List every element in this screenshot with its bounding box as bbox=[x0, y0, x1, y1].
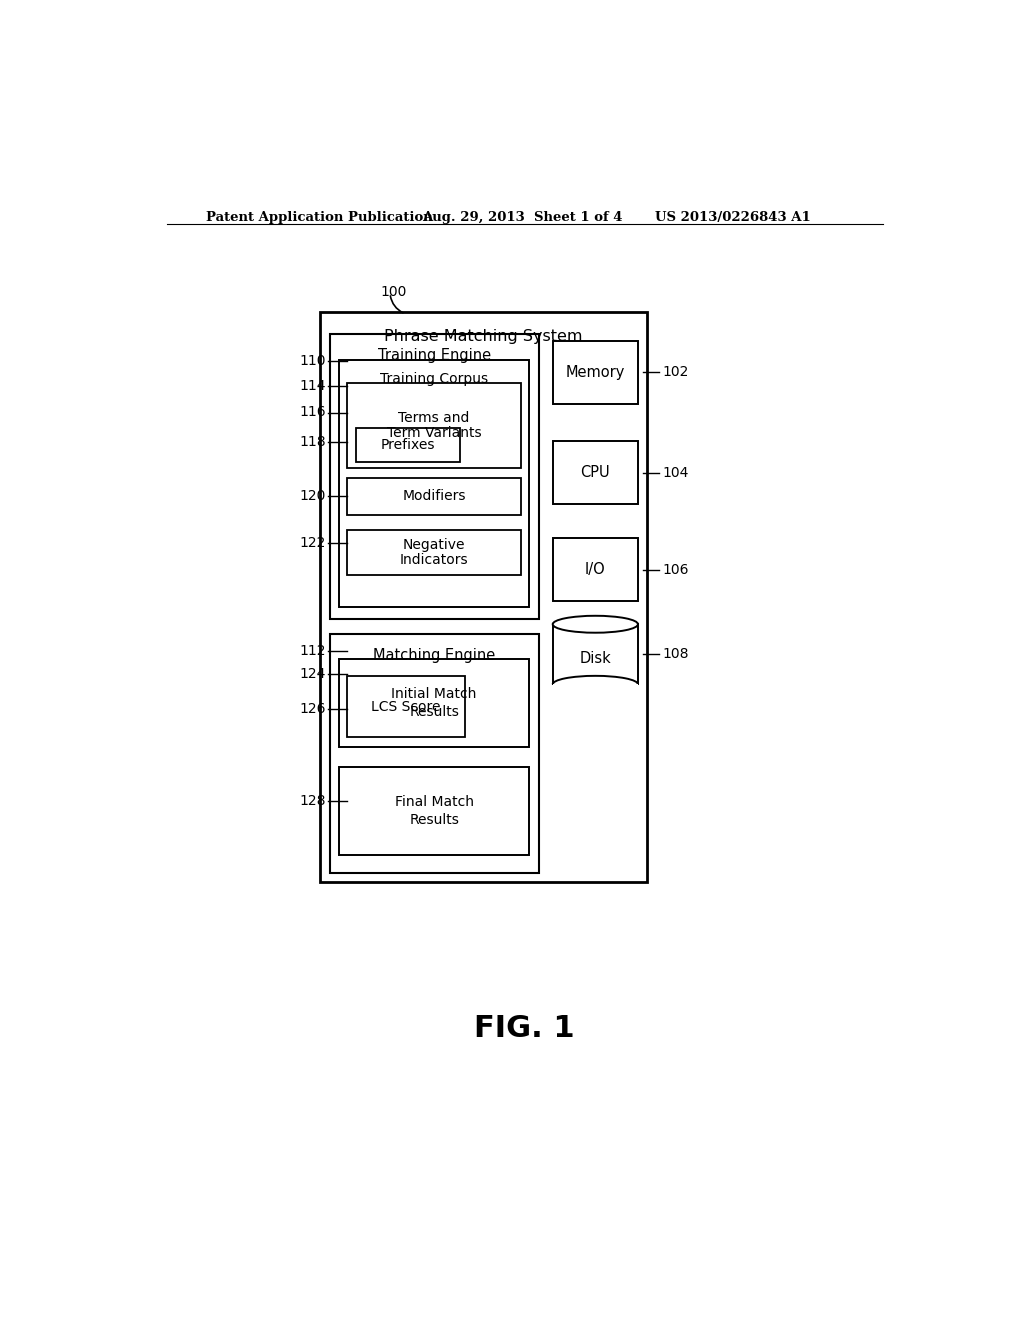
Text: 120: 120 bbox=[299, 488, 326, 503]
Bar bbox=[330, 635, 539, 873]
Bar bbox=[347, 531, 521, 576]
Bar bbox=[347, 676, 465, 738]
Text: Matching Engine: Matching Engine bbox=[373, 648, 496, 663]
Text: 106: 106 bbox=[663, 562, 689, 577]
Text: 114: 114 bbox=[299, 379, 326, 392]
Text: Negative: Negative bbox=[402, 539, 465, 552]
Text: US 2013/0226843 A1: US 2013/0226843 A1 bbox=[655, 211, 811, 224]
Text: 124: 124 bbox=[299, 668, 326, 681]
Bar bbox=[347, 383, 521, 469]
Text: I/O: I/O bbox=[585, 562, 606, 577]
Text: Indicators: Indicators bbox=[399, 553, 468, 568]
Text: 122: 122 bbox=[299, 536, 326, 550]
Text: Phrase Matching System: Phrase Matching System bbox=[384, 330, 583, 345]
Text: 100: 100 bbox=[381, 285, 407, 300]
Text: 126: 126 bbox=[299, 702, 326, 715]
Text: Memory: Memory bbox=[565, 364, 625, 380]
Bar bbox=[356, 428, 460, 462]
Text: Training Corpus: Training Corpus bbox=[380, 372, 488, 387]
Text: Training Engine: Training Engine bbox=[378, 348, 490, 363]
Text: 116: 116 bbox=[299, 405, 326, 420]
Text: 118: 118 bbox=[299, 434, 326, 449]
Text: 112: 112 bbox=[299, 644, 326, 659]
Text: 110: 110 bbox=[299, 354, 326, 368]
Bar bbox=[339, 767, 529, 855]
Text: Patent Application Publication: Patent Application Publication bbox=[206, 211, 432, 224]
Text: 108: 108 bbox=[663, 647, 689, 660]
Text: Initial Match: Initial Match bbox=[391, 686, 477, 701]
Text: FIG. 1: FIG. 1 bbox=[474, 1014, 575, 1043]
Bar bbox=[321, 313, 647, 882]
Text: 128: 128 bbox=[299, 795, 326, 808]
Text: Terms and: Terms and bbox=[398, 411, 470, 425]
Text: Final Match: Final Match bbox=[394, 795, 474, 809]
Bar bbox=[339, 659, 529, 747]
Bar bbox=[553, 341, 638, 404]
Text: 104: 104 bbox=[663, 466, 689, 479]
Bar bbox=[553, 539, 638, 601]
Bar bbox=[339, 360, 529, 607]
Text: Results: Results bbox=[410, 813, 459, 828]
Text: Results: Results bbox=[410, 705, 459, 719]
Bar bbox=[347, 478, 521, 515]
Bar bbox=[330, 334, 539, 619]
Bar bbox=[553, 441, 638, 504]
Text: Disk: Disk bbox=[580, 651, 611, 665]
Bar bbox=[553, 684, 638, 693]
Text: Modifiers: Modifiers bbox=[402, 490, 466, 503]
Text: Aug. 29, 2013  Sheet 1 of 4: Aug. 29, 2013 Sheet 1 of 4 bbox=[423, 211, 623, 224]
Text: LCS Score: LCS Score bbox=[372, 700, 441, 714]
Text: Term Variants: Term Variants bbox=[387, 426, 481, 441]
Ellipse shape bbox=[553, 615, 638, 632]
Text: Prefixes: Prefixes bbox=[381, 438, 435, 451]
Text: CPU: CPU bbox=[581, 465, 610, 480]
Text: 102: 102 bbox=[663, 366, 689, 379]
